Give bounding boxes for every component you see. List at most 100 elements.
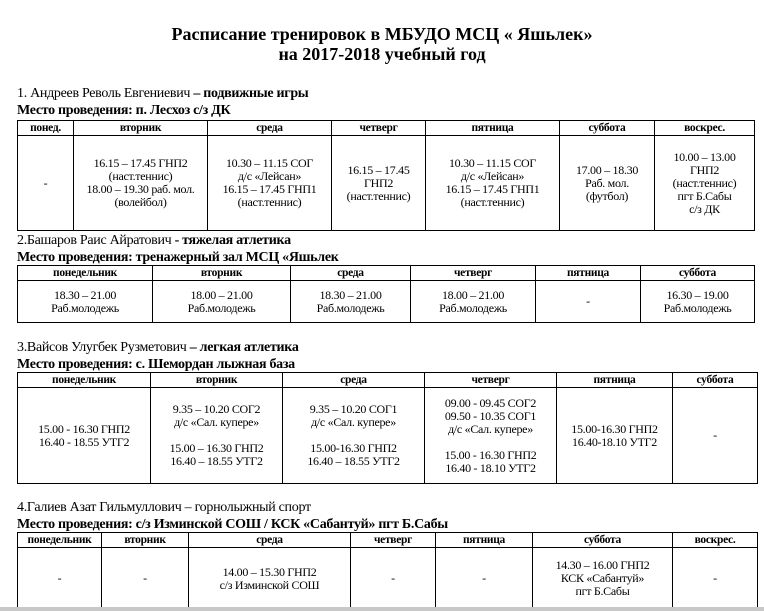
- schedule-entry: 10.00 – 13.00: [673, 149, 736, 164]
- schedule-cell: 9.35 – 10.20 СОГ2 д/с «Сал. купере» 15.00 …: [150, 387, 283, 484]
- schedule-entry: 15.00-16.30 ГНП2: [571, 421, 658, 436]
- schedule-entry: ГНП2: [689, 162, 720, 177]
- schedule-entry: Раб. мол.: [585, 175, 629, 190]
- day-header: вторник: [152, 265, 291, 281]
- schedule-entry: -: [57, 571, 62, 585]
- schedule-cell: 16.15 – 17.45 ГНП2 (наст.теннис) 18.00 – 1…: [73, 135, 208, 231]
- day-header: вторник: [101, 532, 189, 548]
- coach-name: 4.Галиев Азат Гильмуллович: [17, 500, 182, 515]
- schedule-table: понедельник вторник среда четверг пятница суб…: [17, 265, 755, 323]
- schedule-cell: 18.00 – 21.00 Раб.молодежь: [152, 280, 291, 323]
- day-header: суббота: [672, 372, 758, 388]
- schedule-entry: [427, 436, 554, 449]
- schedule-entry: (волейбол): [114, 195, 167, 209]
- table-row: - 16.15 – 17.45 ГНП2 (наст.теннис) 18.00 – …: [17, 135, 755, 231]
- schedule-cell: -: [435, 547, 533, 610]
- schedule-entry: д/с «Лейсан»: [460, 169, 525, 183]
- schedule-entry: (наст.теннис): [672, 175, 737, 190]
- day-header: пятница: [435, 532, 533, 548]
- venue-line: Место проведения: тренажерный зал МСЦ «Я…: [17, 250, 339, 265]
- schedule-entry: 16.40 – 18.55 УТГ2: [307, 454, 400, 468]
- schedule-table: понед. вторник среда четверг пятница суббота в…: [17, 120, 755, 231]
- schedule-table: понедельник вторник среда четверг пятница суб…: [17, 532, 758, 610]
- schedule-cell: 10.00 – 13.00 ГНП2 (наст.теннис) пгт Б.Сабы…: [654, 135, 755, 231]
- schedule-entry: 18.00 – 21.00: [441, 287, 505, 302]
- day-header: пятница: [535, 265, 641, 281]
- sport-name: – легкая атлетика: [186, 340, 299, 355]
- schedule-entry: -: [713, 428, 717, 442]
- schedule-entry: Раб.молодежь: [439, 300, 507, 315]
- schedule-cell: -: [350, 547, 436, 610]
- schedule-cell: 15.00-16.30 ГНП2 16.40-18.10 УТГ2: [556, 387, 673, 484]
- schedule-entry: 15.00 - 16.30 ГНП2: [444, 447, 537, 462]
- schedule-entry: 10.30 – 11.15 СОГ: [448, 156, 537, 170]
- schedule-entry: с/з Изминской СОШ: [219, 577, 320, 592]
- day-header: пятница: [556, 372, 673, 388]
- schedule-entry: д/с «Сал. купере»: [174, 415, 259, 429]
- schedule-entry: (наст.теннис): [108, 169, 173, 183]
- day-header: вторник: [150, 372, 283, 388]
- venue-line: Место проведения: с/з Изминской СОШ / КС…: [17, 517, 448, 532]
- table-row: 15.00 - 16.30 ГНП2 16.40 - 18.55 УТГ2 9.35…: [17, 387, 758, 484]
- schedule-entry: 16.15 – 17.45: [347, 162, 410, 177]
- sport-name: – подвижные игры: [190, 86, 309, 101]
- schedule-cell: 18.30 – 21.00 Раб.молодежь: [17, 280, 153, 323]
- day-header: среда: [188, 532, 351, 548]
- schedule-cell: 14.30 – 16.00 ГНП2 КСК «Сабантуй» пгт Б.Са…: [532, 547, 673, 610]
- schedule-entry: д/с «Сал. купере»: [311, 415, 396, 429]
- schedule-entry: (наст.теннис): [237, 195, 302, 209]
- schedule-entry: 16.15 – 17.45 ГНП1: [222, 182, 317, 196]
- schedule-entry: с/з ДК: [689, 201, 720, 216]
- schedule-cell: -: [101, 547, 189, 610]
- schedule-cell: -: [17, 135, 74, 231]
- schedule-entry: Раб.молодежь: [187, 300, 256, 315]
- schedule-entry: д/с «Лейсан»: [237, 169, 302, 183]
- table-header-row: понедельник вторник среда четверг пятница суб…: [17, 265, 755, 281]
- schedule-entry: 09.00 - 09.45 СОГ2: [444, 395, 537, 410]
- schedule-cell: 10.30 – 11.15 СОГ д/с «Лейсан» 16.15 – 17.…: [207, 135, 332, 231]
- day-header: понедельник: [17, 265, 153, 281]
- schedule-entry: (наст.теннис): [346, 188, 411, 203]
- schedule-cell: 14.00 – 15.30 ГНП2 с/з Изминской СОШ: [188, 547, 351, 610]
- day-header: четверг: [350, 532, 436, 548]
- schedule-cell: 15.00 - 16.30 ГНП2 16.40 - 18.55 УТГ2: [17, 387, 151, 484]
- schedule-entry: (футбол): [585, 188, 629, 203]
- schedule-entry: 16.40 - 18.55 УТГ2: [38, 434, 130, 449]
- day-header: воскрес.: [672, 532, 758, 548]
- schedule-entry: -: [586, 294, 590, 308]
- schedule-entry: -: [143, 571, 147, 585]
- schedule-entry: 18.30 – 21.00: [319, 287, 382, 302]
- schedule-cell: 16.15 – 17.45 ГНП2 (наст.теннис): [331, 135, 426, 231]
- schedule-cell: -: [535, 280, 641, 323]
- schedule-entry: (наст.теннис): [460, 195, 525, 209]
- window-bottom-edge: [0, 607, 764, 611]
- schedule-cell: -: [17, 547, 102, 610]
- schedule-entry: 10.30 – 11.15 СОГ: [225, 156, 314, 170]
- day-header: суббота: [559, 120, 655, 136]
- schedule-cell: 10.30 – 11.15 СОГ д/с «Лейсан» 16.15 – 17.…: [425, 135, 560, 231]
- page-subtitle: на 2017-2018 учебный год: [278, 44, 486, 64]
- coach-line: 2.Башаров Раис Айратович - тяжелая атлет…: [17, 233, 291, 249]
- day-header: четверг: [410, 265, 536, 281]
- table-row: 18.30 – 21.00 Раб.молодежь 18.00 – 21.00 Ра…: [17, 280, 755, 323]
- schedule-entry: 16.40 - 18.10 УТГ2: [445, 460, 536, 475]
- schedule-entry: 14.00 – 15.30 ГНП2: [222, 564, 317, 579]
- day-header: пятница: [425, 120, 560, 136]
- schedule-entry: КСК «Сабантуй»: [560, 571, 645, 585]
- day-header: воскрес.: [654, 120, 755, 136]
- day-header: понед.: [17, 120, 74, 136]
- sport-name: - тяжелая атлетика: [171, 233, 291, 248]
- coach-line: 3.Вайсов Улугбек Рузметович – легкая атл…: [17, 340, 299, 356]
- schedule-entry: -: [391, 571, 395, 585]
- schedule-entry: 16.15 – 17.45 ГНП1: [445, 182, 540, 196]
- schedule-cell: 18.30 – 21.00 Раб.молодежь: [290, 280, 411, 323]
- schedule-entry: 16.15 – 17.45 ГНП2: [93, 156, 188, 170]
- schedule-cell: 9.35 – 10.20 СОГ1 д/с «Сал. купере» 15.00-…: [282, 387, 425, 484]
- schedule-entry: -: [43, 175, 48, 190]
- sport-name: – горнолыжный спорт: [181, 500, 311, 515]
- venue-line: Место проведения: п. Лесхоз с/з ДК: [17, 103, 231, 118]
- schedule-entry: 16.40-18.10 УТГ2: [572, 434, 657, 449]
- schedule-entry: 15.00 - 16.30 ГНП2: [38, 421, 130, 436]
- day-header: вторник: [73, 120, 208, 136]
- coach-name: 3.Вайсов Улугбек Рузметович: [17, 340, 187, 355]
